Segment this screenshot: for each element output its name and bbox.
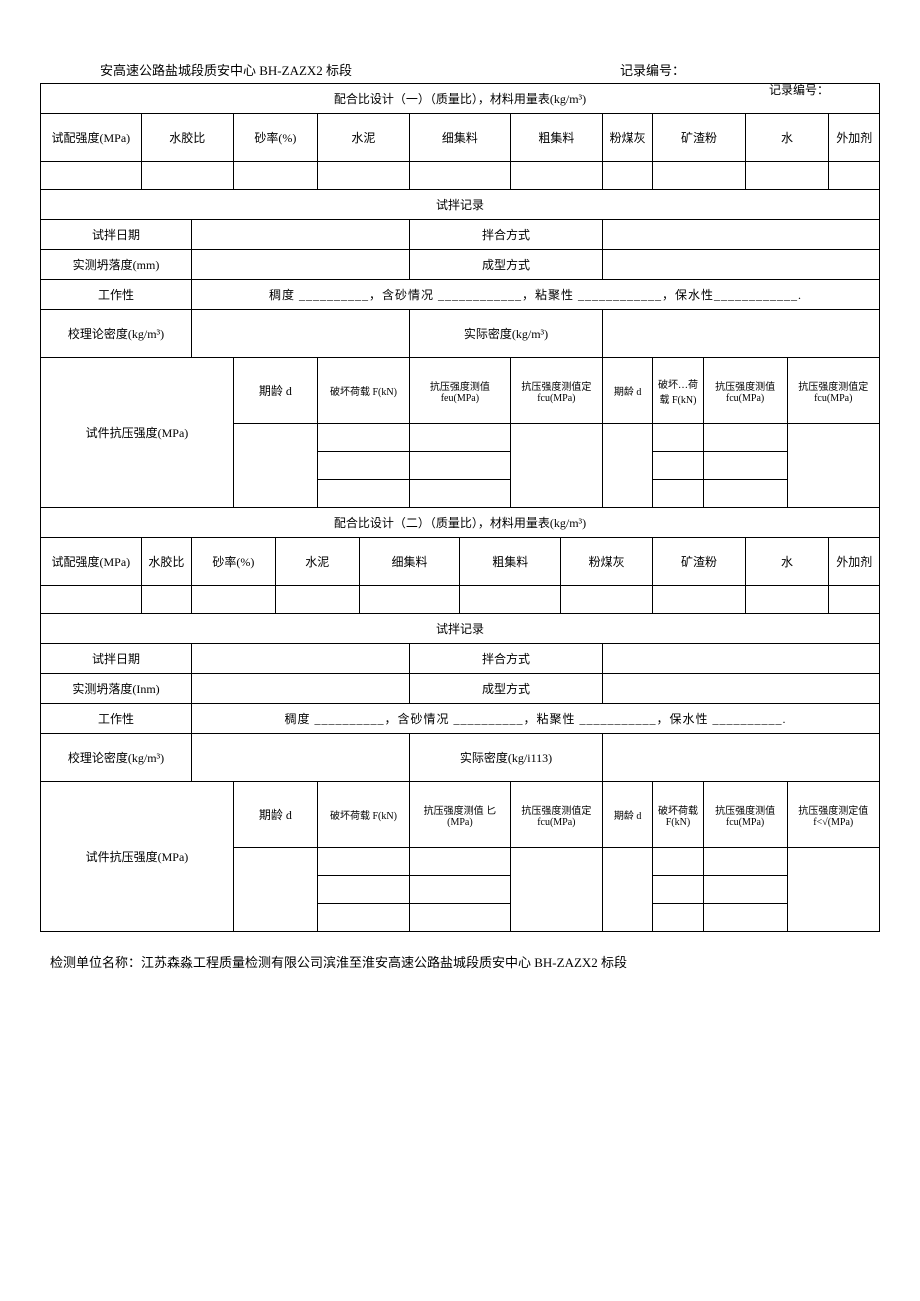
s1-col-7: 矿渣粉 <box>653 114 745 162</box>
section1-title-text: 配合比设计（一）（质量比），材料用量表(kg/m³) <box>334 92 586 106</box>
real-density-2: 实际密度(kg/i113) <box>410 734 603 782</box>
s2-col-8: 水 <box>745 538 829 586</box>
val-1d: 抗压强度测值定 fcu(MPa) <box>787 358 879 424</box>
load-2b: 破坏荷载 F(kN) <box>653 782 703 848</box>
strength-label-1: 试件抗压强度(MPa) <box>41 358 234 508</box>
s2-col-5: 粗集料 <box>460 538 561 586</box>
theo-density-1: 校理论密度(kg/m³) <box>41 310 192 358</box>
mixing-title-2: 试拌记录 <box>41 614 880 644</box>
main-table: 配合比设计（一）（质量比），材料用量表(kg/m³) 记录编号： 试配强度(MP… <box>40 83 880 932</box>
mixing-title-1: 试拌记录 <box>41 190 880 220</box>
s2-col-0: 试配强度(MPa) <box>41 538 142 586</box>
s2-col-4: 细集料 <box>359 538 460 586</box>
form-label-1: 成型方式 <box>410 250 603 280</box>
mix-method-label-1: 拌合方式 <box>410 220 603 250</box>
mix-date-label-1: 试拌日期 <box>41 220 192 250</box>
age-1a: 期龄 d <box>233 358 317 424</box>
s1-col-8: 水 <box>745 114 829 162</box>
s1-col-0: 试配强度(MPa) <box>41 114 142 162</box>
load-1a: 破坏荷载 F(kN) <box>317 358 409 424</box>
s1-col-3: 水泥 <box>317 114 409 162</box>
section1-title: 配合比设计（一）（质量比），材料用量表(kg/m³) 记录编号： <box>41 84 880 114</box>
slump-label-1: 实测坍落度(mm) <box>41 250 192 280</box>
section2-title: 配合比设计（二）（质量比），材料用量表(kg/m³) <box>41 508 880 538</box>
load-2a: 破坏荷载 F(kN) <box>317 782 409 848</box>
load-1b: 破坏…荷载 F(kN) <box>653 358 703 424</box>
strength-label-2: 试件抗压强度(MPa) <box>41 782 234 932</box>
s1-col-5: 粗集料 <box>510 114 602 162</box>
header-left: 安高速公路盐城段质安中心 BH-ZAZX2 标段 <box>100 60 620 79</box>
s2-col-6: 粉煤灰 <box>561 538 653 586</box>
footer-text: 检测单位名称：江苏森淼工程质量检测有限公司滨淮至淮安高速公路盐城段质安中心 BH… <box>40 952 880 971</box>
real-density-1: 实际密度(kg/m³) <box>410 310 603 358</box>
section2-data <box>41 586 880 614</box>
val-1b: 抗压强度测值定 fcu(MPa) <box>510 358 602 424</box>
age-2a: 期龄 d <box>233 782 317 848</box>
val-2a: 抗压强度测值 匕(MPa) <box>410 782 511 848</box>
work-text-1: 稠度 __________，含砂情况 ____________，粘聚性 ____… <box>191 280 879 310</box>
work-label-1: 工作性 <box>41 280 192 310</box>
page-header: 安高速公路盐城段质安中心 BH-ZAZX2 标段 记录编号： <box>40 60 880 79</box>
val-1a: 抗压强度测值 feu(MPa) <box>410 358 511 424</box>
s1-col-1: 水胶比 <box>141 114 233 162</box>
s2-col-3: 水泥 <box>275 538 359 586</box>
age-2b: 期龄 d <box>602 782 652 848</box>
s2-col-9: 外加剂 <box>829 538 880 586</box>
s2-col-7: 矿渣粉 <box>653 538 745 586</box>
mix-date-label-2: 试拌日期 <box>41 644 192 674</box>
val-2d: 抗压强度测定值 f<√(MPa) <box>787 782 879 848</box>
s1-col-6: 粉煤灰 <box>602 114 652 162</box>
header-right: 记录编号： <box>620 60 820 79</box>
theo-density-2: 校理论密度(kg/m³) <box>41 734 192 782</box>
val-1c: 抗压强度测值 fcu(MPa) <box>703 358 787 424</box>
s1-col-4: 细集料 <box>410 114 511 162</box>
s2-col-1: 水胶比 <box>141 538 191 586</box>
section1-cols: 试配强度(MPa) 水胶比 砂率(%) 水泥 细集料 粗集料 粉煤灰 矿渣粉 水… <box>41 114 880 162</box>
s2-col-2: 砂率(%) <box>191 538 275 586</box>
s1-col-9: 外加剂 <box>829 114 880 162</box>
mix-method-label-2: 拌合方式 <box>410 644 603 674</box>
s1-col-2: 砂率(%) <box>233 114 317 162</box>
form-label-2: 成型方式 <box>410 674 603 704</box>
section2-cols: 试配强度(MPa) 水胶比 砂率(%) 水泥 细集料 粗集料 粉煤灰 矿渣粉 水… <box>41 538 880 586</box>
section1-data <box>41 162 880 190</box>
work-label-2: 工作性 <box>41 704 192 734</box>
val-2b: 抗压强度测值定 fcu(MPa) <box>510 782 602 848</box>
work-text-2: 稠度 __________，含砂情况 __________，粘聚性 ______… <box>191 704 879 734</box>
record-label-2: 记录编号： <box>769 82 829 98</box>
age-1b: 期龄 d <box>602 358 652 424</box>
slump-label-2: 实测坍落度(Inm) <box>41 674 192 704</box>
val-2c: 抗压强度测值 fcu(MPa) <box>703 782 787 848</box>
